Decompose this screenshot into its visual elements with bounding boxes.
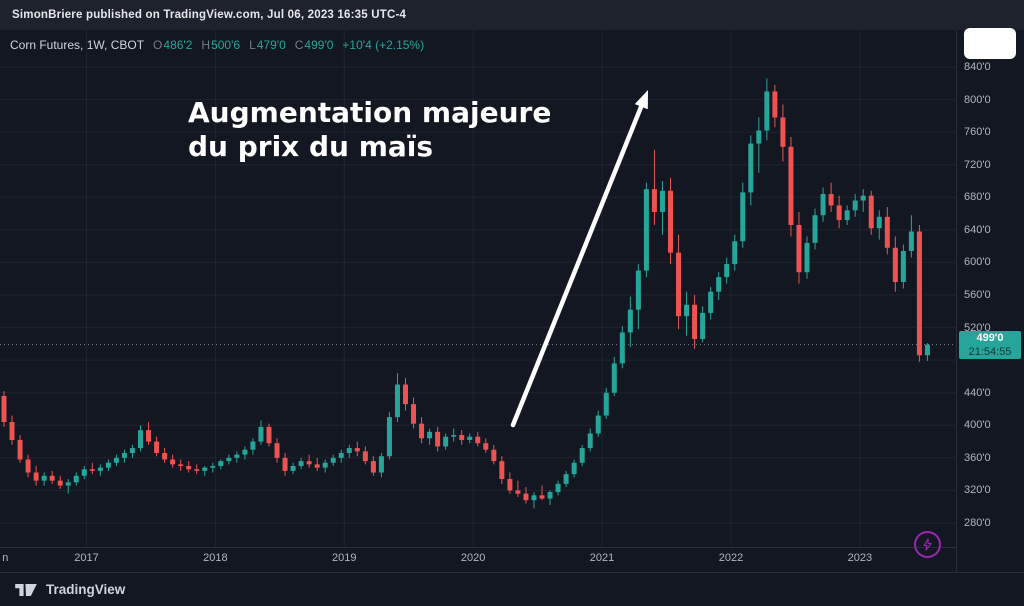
time-axis-label: 2018	[203, 552, 228, 564]
time-axis-label: 2017	[74, 552, 99, 564]
last-price: 499'0	[959, 330, 1021, 345]
price-axis-label: 800'0	[964, 93, 991, 106]
footer-bar: TradingView	[0, 572, 1024, 606]
countdown-timer: 21:54:55	[959, 344, 1021, 359]
time-axis-label: 2022	[718, 552, 744, 564]
time-axis-label: 2019	[332, 552, 357, 564]
refresh-flash-icon[interactable]	[914, 531, 941, 558]
annotation-line2: du prix du maïs	[188, 130, 434, 164]
last-price-badge: 499'0 21:54:55	[959, 330, 1021, 359]
annotation-text: Augmentation majeure du prix du maïs	[188, 96, 551, 164]
annotation-line1: Augmentation majeure	[188, 96, 552, 129]
price-axis-label: 760'0	[964, 126, 991, 139]
time-axis-label: n	[2, 552, 9, 564]
price-axis-label: 440'0	[964, 386, 991, 399]
price-axis-label: 840'0	[964, 61, 991, 73]
attribution-text: SimonBriere published on TradingView.com…	[12, 9, 407, 21]
price-axis-label: 360'0	[964, 451, 991, 464]
price-axis-label: 640'0	[964, 223, 991, 236]
price-axis-label: 720'0	[964, 158, 991, 171]
attribution-bar: SimonBriere published on TradingView.com…	[0, 0, 1024, 30]
price-axis-label: 560'0	[964, 289, 991, 301]
time-axis-label: 2020	[460, 552, 486, 564]
price-axis-label: 280'0	[964, 517, 991, 529]
candlestick-plot[interactable]	[0, 30, 956, 572]
tradingview-brand[interactable]: TradingView	[46, 582, 126, 597]
price-axis-label: 680'0	[964, 191, 991, 204]
change-value: +10'4 (+2.15%)	[342, 38, 425, 52]
price-axis-label: 320'0	[964, 484, 991, 497]
ohlc-close: C499'0	[294, 38, 334, 52]
chart-area[interactable]: Corn Futures, 1W, CBOT O486'2 H500'6 L47…	[0, 28, 1024, 572]
ohlc-low: L479'0	[249, 38, 286, 52]
time-axis-separator	[0, 547, 1024, 548]
price-axis-label: 520'0	[964, 321, 991, 334]
time-axis-label: 2021	[589, 552, 615, 564]
lightning-bolt-icon	[923, 538, 932, 551]
tradingview-logo-icon[interactable]	[14, 582, 38, 598]
ohlc-open: O486'2	[153, 38, 193, 52]
symbol-title[interactable]: Corn Futures, 1W, CBOT	[10, 38, 145, 52]
price-axis-label: 600'0	[964, 256, 991, 269]
logo-placeholder	[964, 28, 1016, 59]
price-axis-label: 400'0	[964, 419, 991, 432]
price-axis[interactable]: 499'0 21:54:55 840'0 800'0 760'0 720'0 680'0…	[956, 30, 1024, 572]
symbol-legend[interactable]: Corn Futures, 1W, CBOT O486'2 H500'6 L47…	[10, 38, 424, 52]
time-axis-label: 2023	[847, 552, 873, 564]
ohlc-high: H500'6	[201, 38, 241, 52]
